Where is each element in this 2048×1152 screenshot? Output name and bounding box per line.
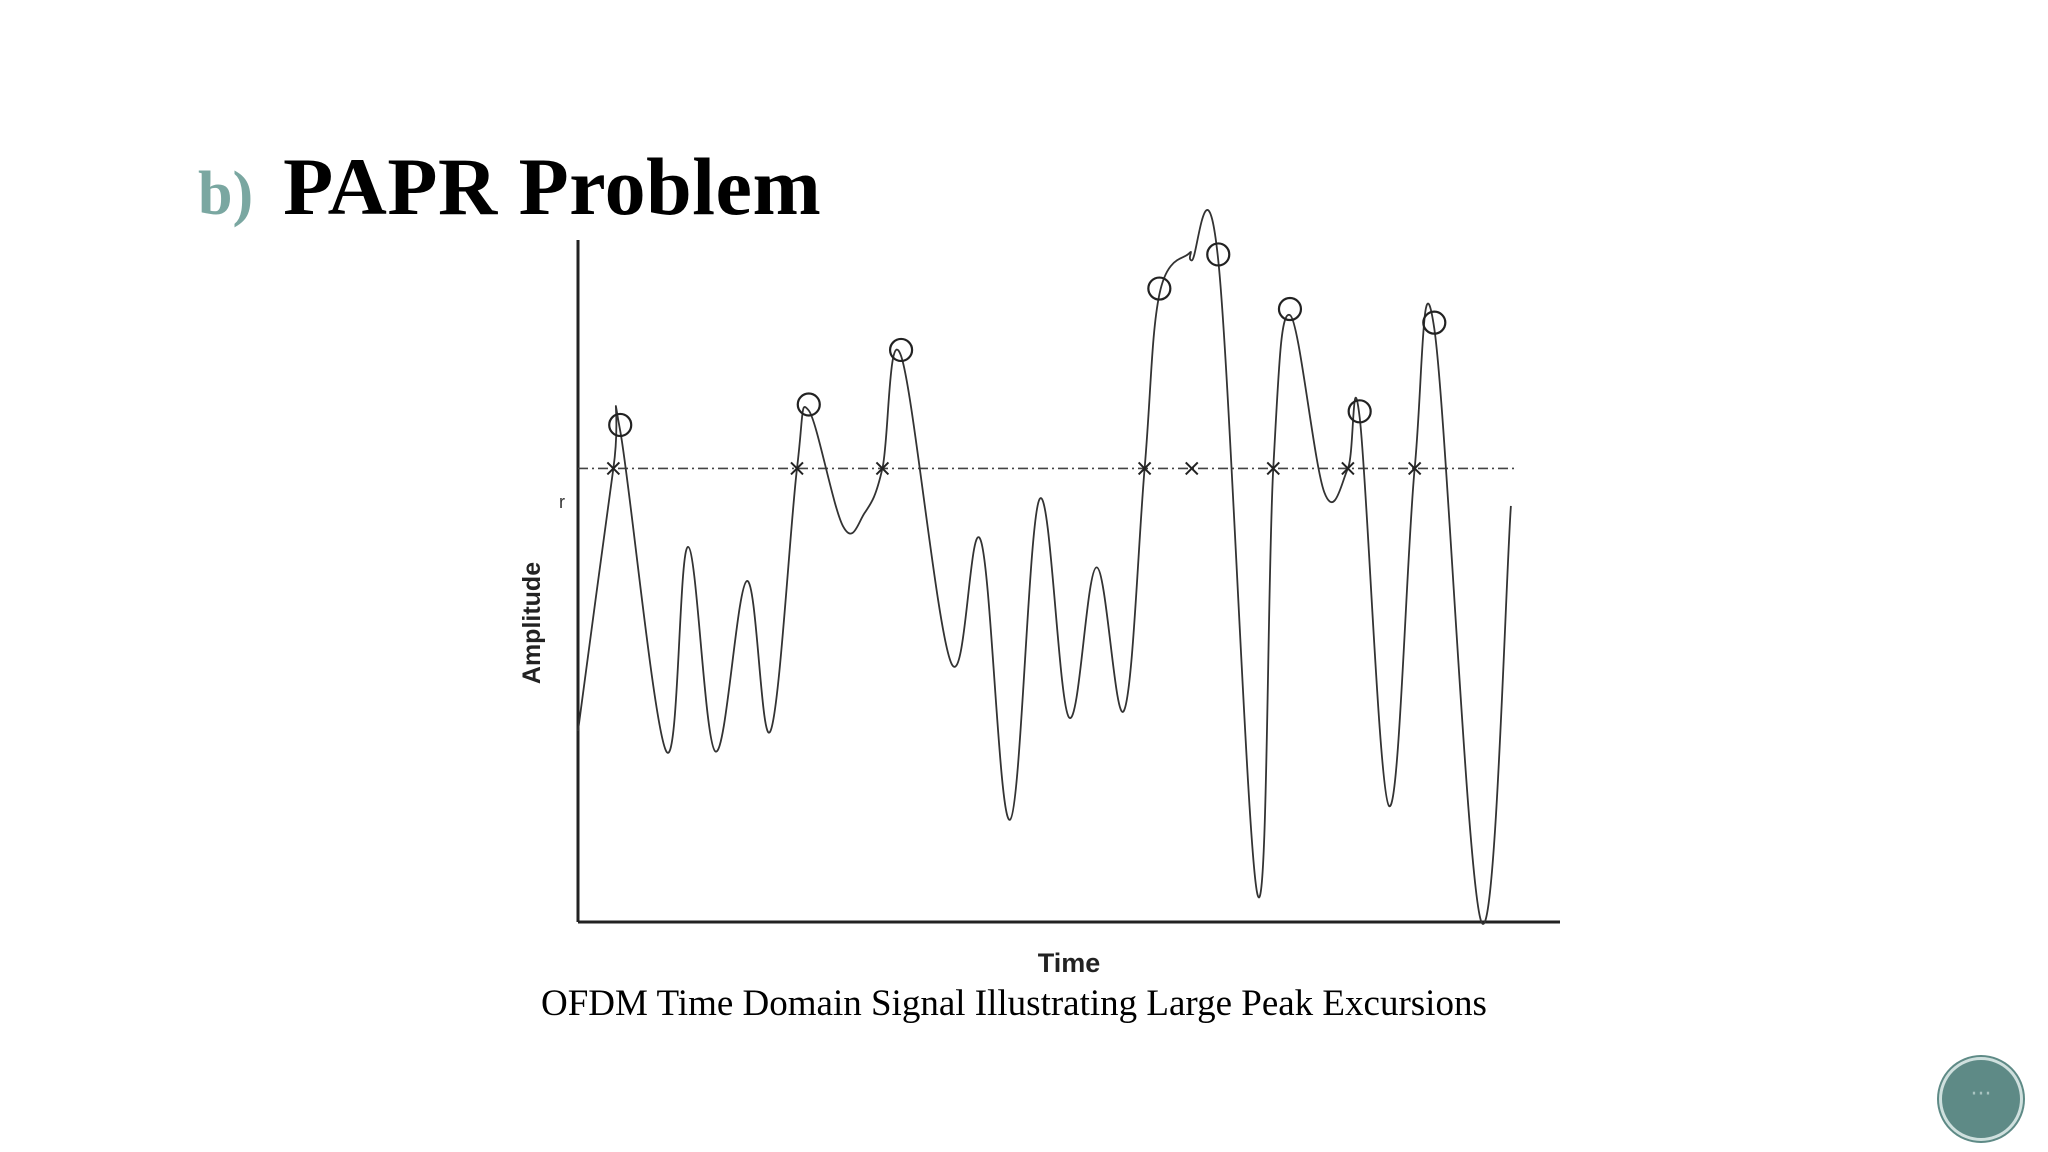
slide-nav-icon: ··· (1970, 1082, 1992, 1107)
peak-marker (608, 412, 633, 438)
crossing-marker (1407, 461, 1422, 476)
crossing-marker-stroke (1266, 461, 1280, 476)
markers-group (606, 242, 1447, 476)
x-axis-label: Time (1038, 948, 1101, 978)
y-axis-label: Amplitude (518, 562, 546, 684)
peak-marker (796, 392, 821, 417)
peak-marker (1277, 296, 1303, 322)
slide-heading: b) PAPR Problem (198, 140, 821, 234)
crossing-marker-stroke (790, 461, 804, 476)
page-title: PAPR Problem (283, 141, 822, 232)
crossing-marker-stroke (1185, 461, 1199, 476)
signal-line (577, 209, 1512, 925)
crossing-marker (1137, 461, 1152, 476)
threshold-label: r (559, 492, 565, 512)
figure-caption: OFDM Time Domain Signal Illustrating Lar… (541, 983, 1487, 1024)
peak-marker (888, 337, 914, 363)
crossing-marker-stroke (875, 461, 890, 476)
slide-nav-button[interactable]: ··· (1939, 1057, 2023, 1141)
peak-marker (1347, 399, 1372, 424)
crossing-marker-stroke (1341, 461, 1355, 476)
crossing-marker-stroke (606, 461, 621, 476)
crossing-marker (1341, 461, 1355, 476)
series-group (577, 209, 1512, 925)
crossing-marker (1185, 461, 1199, 476)
peak-marker (1206, 242, 1231, 267)
heading-marker: b) (198, 160, 254, 228)
crossing-marker-stroke (1407, 461, 1422, 476)
peak-marker (1147, 276, 1172, 301)
crossing-marker (606, 461, 621, 476)
peak-marker (1422, 310, 1447, 335)
crossing-marker (790, 461, 804, 476)
chart-axes (576, 240, 1560, 924)
crossing-marker-stroke (1137, 461, 1152, 476)
crossing-marker (1266, 461, 1280, 476)
crossing-marker (875, 461, 890, 476)
